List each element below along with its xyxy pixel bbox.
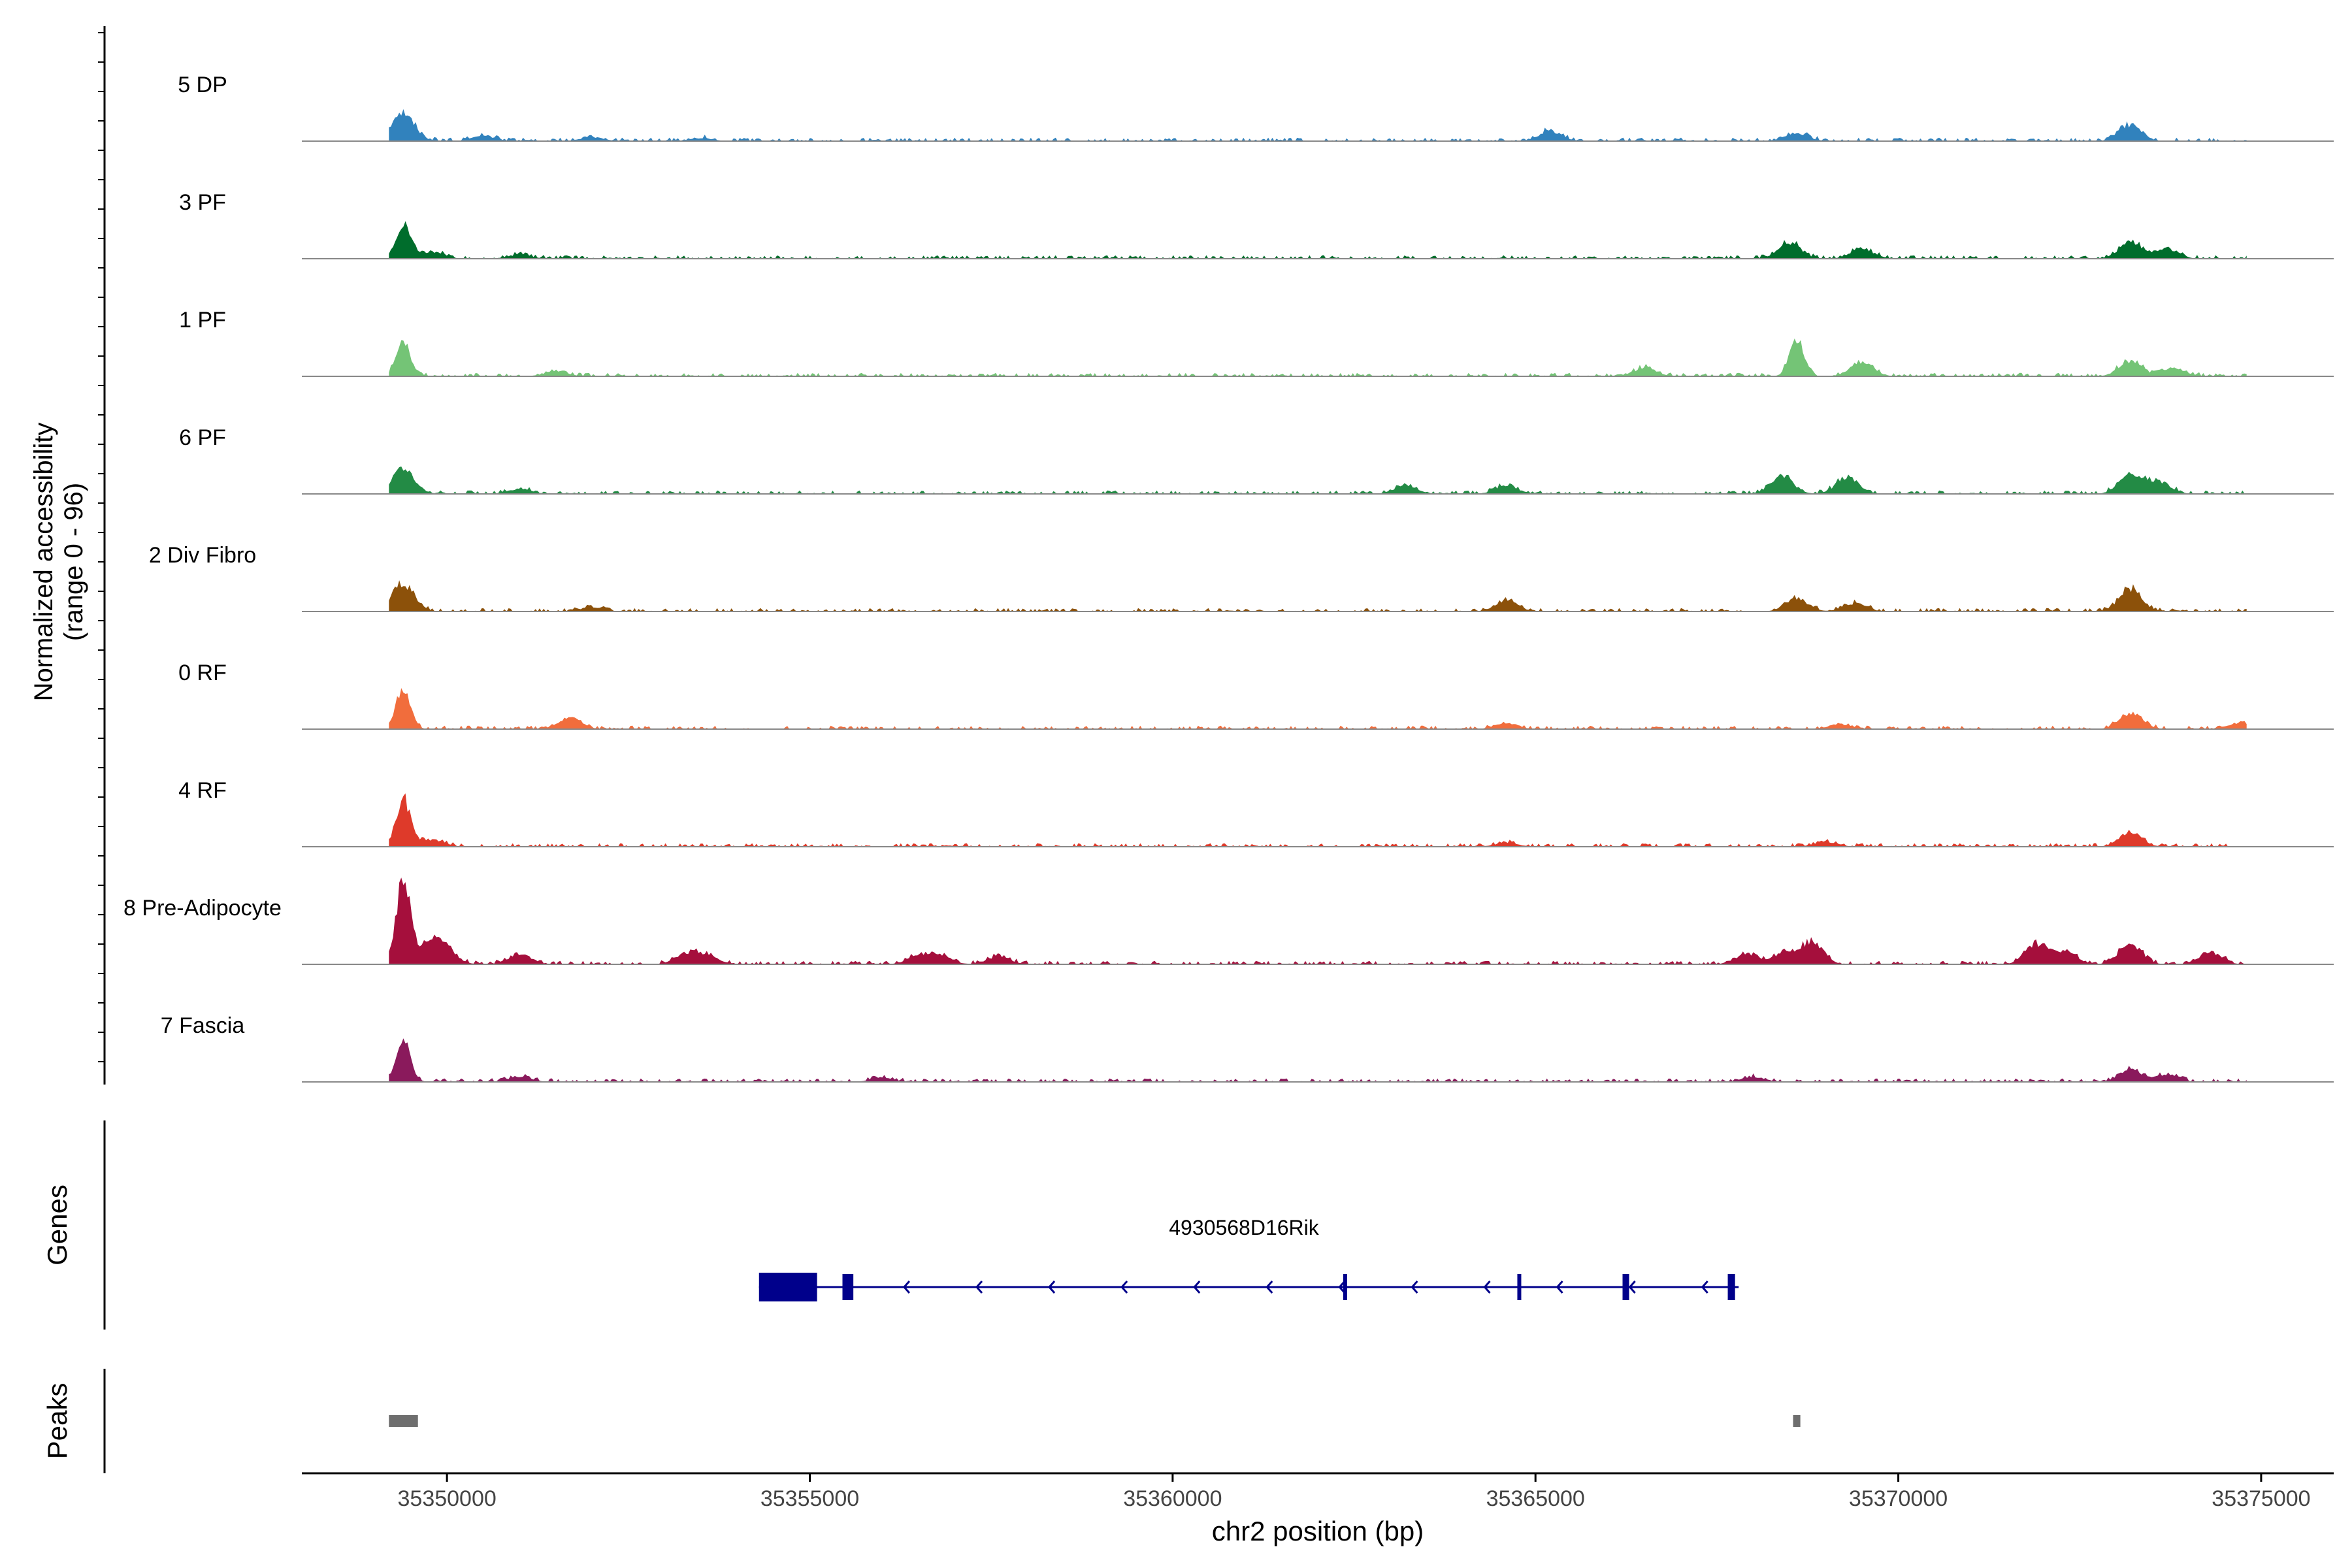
- track-label: 3 PF: [179, 190, 226, 215]
- x-tick-label: 35370000: [1849, 1486, 1948, 1511]
- coverage-area: [389, 338, 2246, 376]
- track-label: 2 Div Fibro: [149, 543, 256, 568]
- coverage-area: [389, 688, 2246, 729]
- x-tick-label: 35375000: [2212, 1486, 2310, 1511]
- coverage-area: [389, 793, 2246, 847]
- peaks-panel-label: Peaks: [42, 1383, 73, 1460]
- track-label: 0 RF: [178, 661, 227, 685]
- coverage-track: 0 RF: [178, 661, 2334, 729]
- x-tick-label: 35350000: [398, 1486, 497, 1511]
- gene-name-label: 4930568D16Rik: [1169, 1216, 1320, 1239]
- y-axis-title: Normalized accessibility: [29, 423, 58, 702]
- gene-exon: [842, 1274, 853, 1300]
- coverage-track: 7 Fascia: [161, 1013, 2334, 1082]
- coverage-area: [389, 877, 2246, 964]
- genome-track-figure: Normalized accessibility (range 0 - 96) …: [0, 0, 2352, 1568]
- coverage-track: 8 Pre-Adipocyte: [123, 877, 2334, 964]
- coverage-area: [389, 1038, 2246, 1082]
- gene-exon: [759, 1273, 817, 1301]
- x-tick-label: 35360000: [1123, 1486, 1222, 1511]
- coverage-track: 5 DP: [178, 73, 2334, 141]
- x-axis-ticks: 35350000 35355000 35360000 35365000 35370000…: [398, 1473, 2311, 1511]
- gene-exon: [1343, 1274, 1347, 1300]
- gene-exon: [1623, 1274, 1629, 1300]
- coverage-tracks: 5 DP 3 PF 1 PF 6 PF 2 Div Fibro 0 RF 4 RF 8 Pre…: [123, 73, 2334, 1082]
- x-tick-label: 35355000: [760, 1486, 859, 1511]
- track-label: 1 PF: [179, 308, 226, 333]
- peak-regions: [389, 1415, 1800, 1427]
- coverage-area: [389, 580, 2246, 612]
- track-label: 4 RF: [178, 778, 227, 803]
- track-label: 5 DP: [178, 73, 227, 97]
- coverage-track: 4 RF: [178, 778, 2334, 847]
- track-label: 6 PF: [179, 425, 226, 450]
- y-axis-range: (range 0 - 96): [59, 483, 88, 641]
- peak-region: [1793, 1415, 1801, 1427]
- coverage-area: [389, 466, 2246, 494]
- x-axis-title: chr2 position (bp): [1212, 1516, 1424, 1546]
- track-label: 8 Pre-Adipocyte: [123, 896, 282, 921]
- x-tick-label: 35365000: [1486, 1486, 1585, 1511]
- gene-model: [759, 1273, 1739, 1301]
- coverage-track: 6 PF: [179, 425, 2334, 494]
- track-label: 7 Fascia: [161, 1013, 245, 1038]
- coverage-track: 3 PF: [179, 190, 2334, 259]
- coverage-track: 1 PF: [179, 308, 2334, 376]
- gene-exon: [1728, 1274, 1735, 1300]
- coverage-area: [389, 221, 2246, 259]
- coverage-area: [389, 109, 2246, 141]
- peak-region: [389, 1415, 417, 1427]
- gene-exon: [1517, 1274, 1521, 1300]
- coverage-track: 2 Div Fibro: [149, 543, 2334, 612]
- genes-panel-label: Genes: [42, 1184, 73, 1266]
